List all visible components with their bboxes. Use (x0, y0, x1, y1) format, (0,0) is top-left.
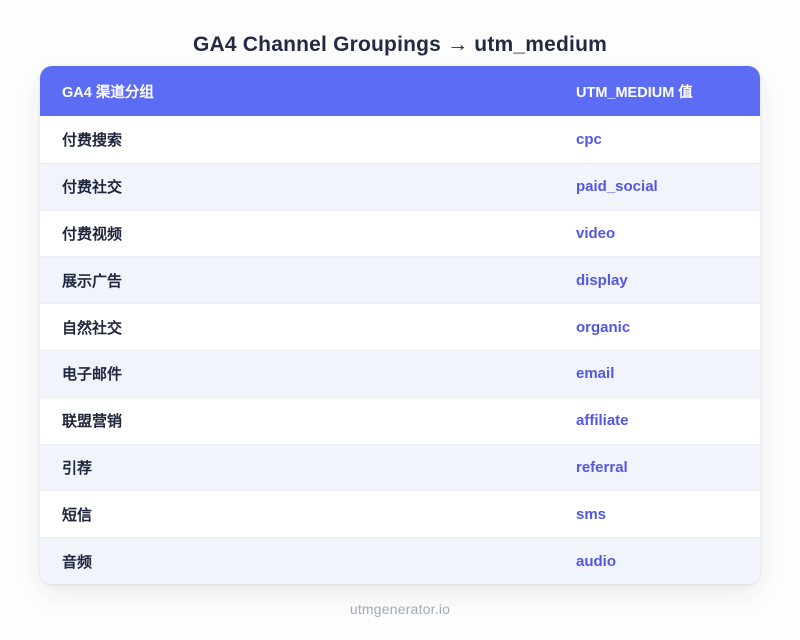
medium-value: display (576, 271, 628, 289)
table-body: 付费搜索 cpc 付费社交 paid_social 付费视频 video 展示广… (40, 116, 760, 584)
channel-label: 付费社交 (62, 179, 123, 197)
table-row: 电子邮件 email (40, 349, 760, 397)
table-row: 付费搜索 cpc (40, 116, 760, 163)
channel-label: 联盟营销 (62, 413, 123, 431)
medium-value: organic (576, 318, 631, 336)
table-header-row: GA4 渠道分组 UTM_MEDIUM 值 (40, 66, 760, 116)
channel-label: 音频 (62, 553, 93, 571)
medium-value: sms (576, 505, 607, 523)
table-row: 展示广告 display (40, 256, 760, 304)
channel-label: 付费视频 (62, 225, 123, 243)
medium-value: paid_social (576, 178, 658, 196)
channel-label: 引荐 (62, 459, 93, 477)
medium-value: referral (576, 458, 628, 476)
channel-mapping-table: GA4 渠道分组 UTM_MEDIUM 值 付费搜索 cpc 付费社交 paid… (40, 66, 760, 584)
table-row: 引荐 referral (40, 443, 760, 491)
table-row: 付费视频 video (40, 209, 760, 257)
medium-value: audio (576, 552, 616, 570)
channel-label: 自然社交 (62, 319, 123, 337)
channel-label: 短信 (62, 506, 93, 524)
medium-value: email (576, 365, 615, 383)
table-row: 自然社交 organic (40, 303, 760, 350)
table-row: 联盟营销 affiliate (40, 396, 760, 444)
medium-value: affiliate (576, 412, 629, 430)
table-row: 音频 audio (40, 537, 760, 584)
channel-label: 展示广告 (62, 272, 123, 290)
header-channel-column: GA4 渠道分组 (62, 84, 154, 101)
header-medium-column: UTM_MEDIUM 值 (576, 84, 693, 101)
table-row: 短信 sms (40, 490, 760, 538)
table-row: 付费社交 paid_social (40, 162, 760, 210)
page-title: GA4 Channel Groupings → utm_medium (192, 33, 607, 56)
medium-value: video (576, 224, 616, 242)
medium-value: cpc (576, 130, 602, 148)
brand-footer: utmgenerator.io (349, 600, 451, 617)
channel-label: 电子邮件 (62, 366, 123, 384)
channel-label: 付费搜索 (62, 131, 123, 149)
